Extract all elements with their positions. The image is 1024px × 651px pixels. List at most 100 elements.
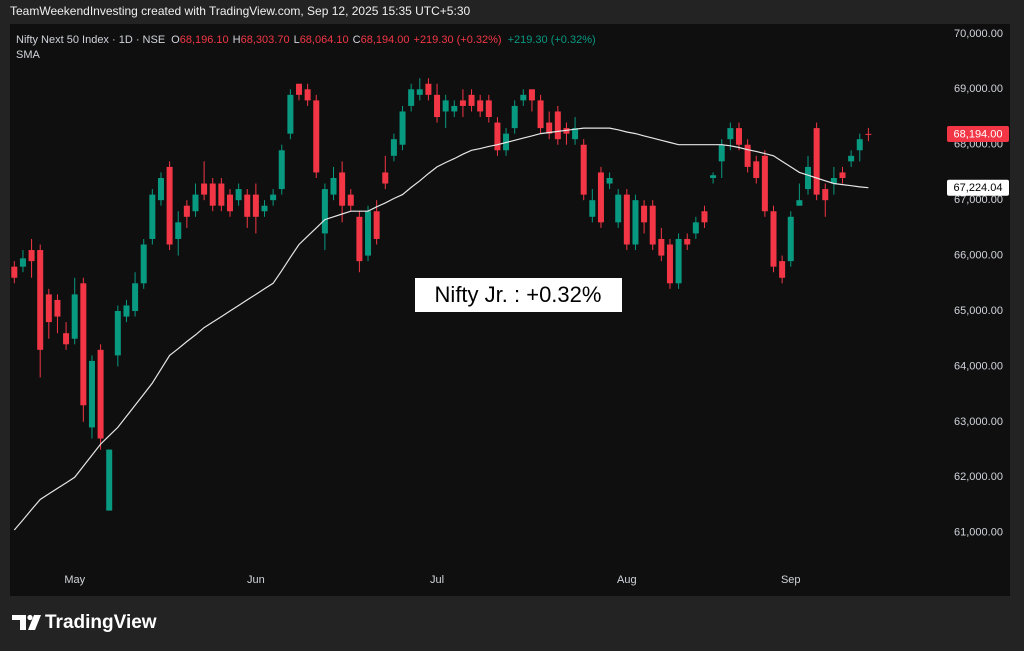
candle-body <box>735 128 742 145</box>
candle-body <box>830 177 837 184</box>
candle-body <box>201 183 208 195</box>
candle-body <box>356 216 363 262</box>
logo-shape <box>12 615 26 630</box>
candle-body <box>183 205 190 217</box>
logo-dot <box>27 614 33 621</box>
price-tag-label: 68,194.00 <box>954 128 1003 140</box>
candle-body <box>434 94 441 118</box>
candle-body <box>589 200 596 217</box>
candle-body <box>296 83 303 95</box>
candle-body <box>848 155 855 162</box>
candle-body <box>390 139 397 156</box>
candle-body <box>235 189 242 201</box>
legend-key: O <box>171 34 180 46</box>
candle-body <box>11 266 18 278</box>
y-tick-label: 65,000.00 <box>954 305 1003 317</box>
candle-body <box>606 177 613 184</box>
candle-body <box>321 189 328 234</box>
change: +219.30 (+0.32%) <box>414 34 502 46</box>
candle-body <box>339 172 346 206</box>
brand-logo <box>12 614 41 630</box>
candle-body <box>365 211 372 256</box>
candle-body <box>270 194 277 201</box>
candle-body <box>641 205 648 223</box>
candle-body <box>692 222 699 234</box>
sma-legend: SMA <box>16 49 41 61</box>
candle-body <box>615 194 622 223</box>
annotation: Nifty Jr. : +0.32% <box>435 282 602 307</box>
candle-body <box>278 150 285 190</box>
candle-body <box>485 100 492 118</box>
candle-body <box>425 83 432 95</box>
plot: 61,000.00 62,000.00 63,000.00 64,000.00 65,0… <box>11 28 1009 586</box>
candle-body <box>459 100 466 106</box>
candle-body <box>71 294 78 339</box>
candle-body <box>597 172 604 223</box>
y-tick-label: 70,000.00 <box>954 28 1003 40</box>
candle-body <box>761 155 768 212</box>
candle-body <box>770 211 777 267</box>
candle-body <box>554 111 561 140</box>
x-tick-label: May <box>64 574 85 586</box>
candle-body <box>658 238 665 256</box>
candle-body <box>97 349 104 439</box>
candle-body <box>796 200 803 206</box>
legend-value: 68,194.00 <box>361 34 410 46</box>
candle-body <box>528 89 535 101</box>
candle-body <box>520 94 527 101</box>
candle-body <box>623 194 630 245</box>
candle-body <box>468 94 475 106</box>
watermark: TeamWeekendInvesting created with Tradin… <box>10 4 470 18</box>
candle-body <box>218 183 225 206</box>
candle-body <box>37 250 44 350</box>
symbol: Nifty Next 50 Index · 1D · NSE <box>16 34 165 46</box>
x-tick-label: Sep <box>781 574 801 586</box>
candle-body <box>313 100 320 173</box>
candle-body <box>710 175 717 178</box>
candle-body <box>727 128 734 140</box>
candle-body <box>511 105 518 129</box>
candle-body <box>684 238 691 245</box>
candle-body <box>209 183 216 206</box>
legend-key: H <box>233 34 241 46</box>
candle-body <box>123 305 130 317</box>
candle-body <box>865 133 872 135</box>
candle-body <box>744 144 751 167</box>
price-tag <box>947 179 1009 196</box>
candle-body <box>157 177 164 201</box>
candle-body <box>175 222 182 239</box>
candle-body <box>28 250 35 262</box>
candle-body <box>408 89 415 106</box>
y-tick-label: 63,000.00 <box>954 416 1003 428</box>
candle-body <box>80 283 87 406</box>
candle-body <box>666 244 673 284</box>
candle-body <box>149 194 156 239</box>
candle-body <box>347 194 354 206</box>
x-tick-label: Jun <box>247 574 265 586</box>
candle-body <box>494 122 501 151</box>
ohlc-legend: Nifty Next 50 Index · 1D · NSE O68,196.10… <box>16 34 596 46</box>
candle-body <box>330 177 337 195</box>
candle-body <box>106 449 113 511</box>
legend-value: 68,064.10 <box>300 34 349 46</box>
legend-value: 68,196.10 <box>180 34 229 46</box>
candle-body <box>114 311 121 356</box>
y-tick-label: 69,000.00 <box>954 83 1003 95</box>
candle-body <box>252 194 259 217</box>
annotation-box <box>415 278 622 312</box>
x-tick-label: Jul <box>430 574 444 586</box>
candle-body <box>701 211 708 223</box>
candle-body <box>287 94 294 134</box>
legend-value: 68,303.70 <box>241 34 290 46</box>
candle-body <box>261 205 268 212</box>
candle-body <box>140 244 147 284</box>
candle-body <box>63 333 70 345</box>
sma-line <box>13 127 869 531</box>
candle-body <box>19 258 26 267</box>
candle-body <box>451 105 458 112</box>
candle-body <box>226 194 233 212</box>
y-tick-label: 61,000.00 <box>954 527 1003 539</box>
candle-body <box>805 166 812 190</box>
candle-body <box>787 216 794 262</box>
